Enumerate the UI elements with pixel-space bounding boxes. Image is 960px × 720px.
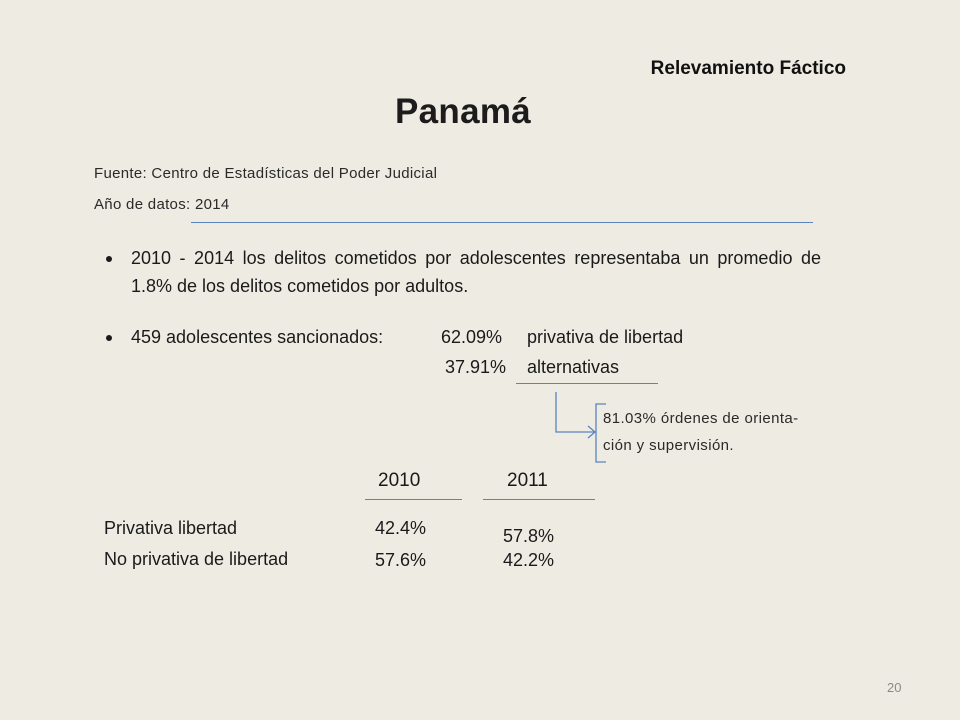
cell-privativa-2010: 42.4% [375, 518, 427, 538]
col-2010-underline [365, 499, 462, 500]
bullet-dot-2 [106, 335, 112, 341]
alternativas-underline [516, 383, 658, 384]
col-2011-underline [483, 499, 595, 500]
note-line-1: 81.03% órdenes de orienta- [603, 410, 799, 427]
row-label-no-privativa: No privativa de libertad [104, 549, 289, 569]
col-header-2011: 2011 [507, 470, 548, 491]
label-privativa: privativa de libertad [527, 327, 684, 347]
year-line: Año de datos: 2014 [94, 196, 230, 213]
page-number: 20 [887, 680, 902, 695]
cell-no-privativa-2010: 57.6% [375, 550, 427, 570]
header-divider [191, 222, 813, 223]
note-line-2: ción y supervisión. [603, 437, 734, 454]
pct-alternativas: 37.91% [445, 357, 507, 377]
row-label-privativa: Privativa libertad [104, 518, 238, 538]
bullet-dot-1 [106, 256, 112, 262]
pct-privativa: 62.09% [441, 327, 503, 347]
slide-title: Panamá [395, 92, 532, 131]
slide-subheading: Relevamiento Fáctico [650, 58, 846, 79]
sanctioned-prefix: 459 adolescentes sancionados: [131, 327, 384, 347]
col-header-2010: 2010 [378, 470, 421, 491]
cell-no-privativa-2011: 42.2% [503, 550, 555, 570]
source-line: Fuente: Centro de Estadísticas del Poder… [94, 165, 438, 182]
label-alternativas: alternativas [527, 357, 620, 377]
bullet-delitos: 2010 - 2014 los delitos cometidos por ad… [131, 248, 821, 296]
cell-privativa-2011: 57.8% [503, 526, 555, 546]
